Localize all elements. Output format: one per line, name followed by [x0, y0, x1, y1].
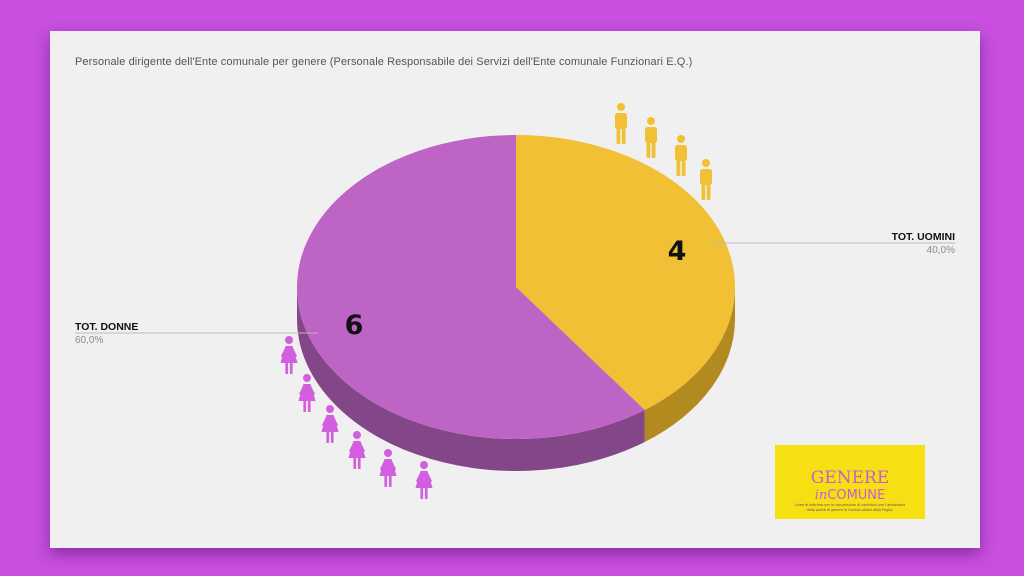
men-percent: 40,0% [927, 245, 955, 256]
woman-icon [415, 461, 433, 499]
genere-in-comune-logo: GENERE inCOMUNE Linee di indirizzo per l… [775, 445, 925, 519]
men-label: TOT. UOMINI [892, 231, 955, 243]
man-icon [700, 159, 712, 200]
logo-line2b: COMUNE [827, 488, 885, 503]
slide: Personale dirigente dell'Ente comunale p… [50, 31, 980, 548]
logo-line2a: in [815, 488, 828, 503]
pie-slice-women [296, 135, 645, 439]
woman-icon [379, 449, 397, 487]
logo-tagline-1: Linee di indirizzo per la concessione di… [795, 503, 906, 507]
woman-icon [321, 405, 339, 443]
logo-line2: inCOMUNE [815, 488, 886, 503]
logo-line1: GENERE [811, 468, 889, 488]
man-icon [615, 103, 627, 144]
logo-background [775, 445, 925, 519]
man-icon [645, 117, 657, 158]
woman-icon [348, 431, 366, 469]
pie-side-men [644, 287, 735, 442]
men-value-label: 4 [668, 236, 687, 267]
pie-chart: TOT. UOMINI 40,0% TOT. DONNE 60,0% 4 6 G… [75, 103, 955, 519]
chart-title: Personale dirigente dell'Ente comunale p… [75, 56, 693, 68]
pie-side-women [297, 287, 645, 471]
women-percent: 60,0% [75, 335, 103, 346]
logo-tagline-2: della parità di genere in Comuni pilota … [807, 508, 894, 512]
women-label: TOT. DONNE [75, 321, 138, 333]
woman-icon [298, 374, 316, 412]
pie-slice-men [516, 135, 735, 410]
woman-icon [280, 336, 298, 374]
women-value-label: 6 [345, 310, 364, 341]
man-icon [675, 135, 687, 176]
